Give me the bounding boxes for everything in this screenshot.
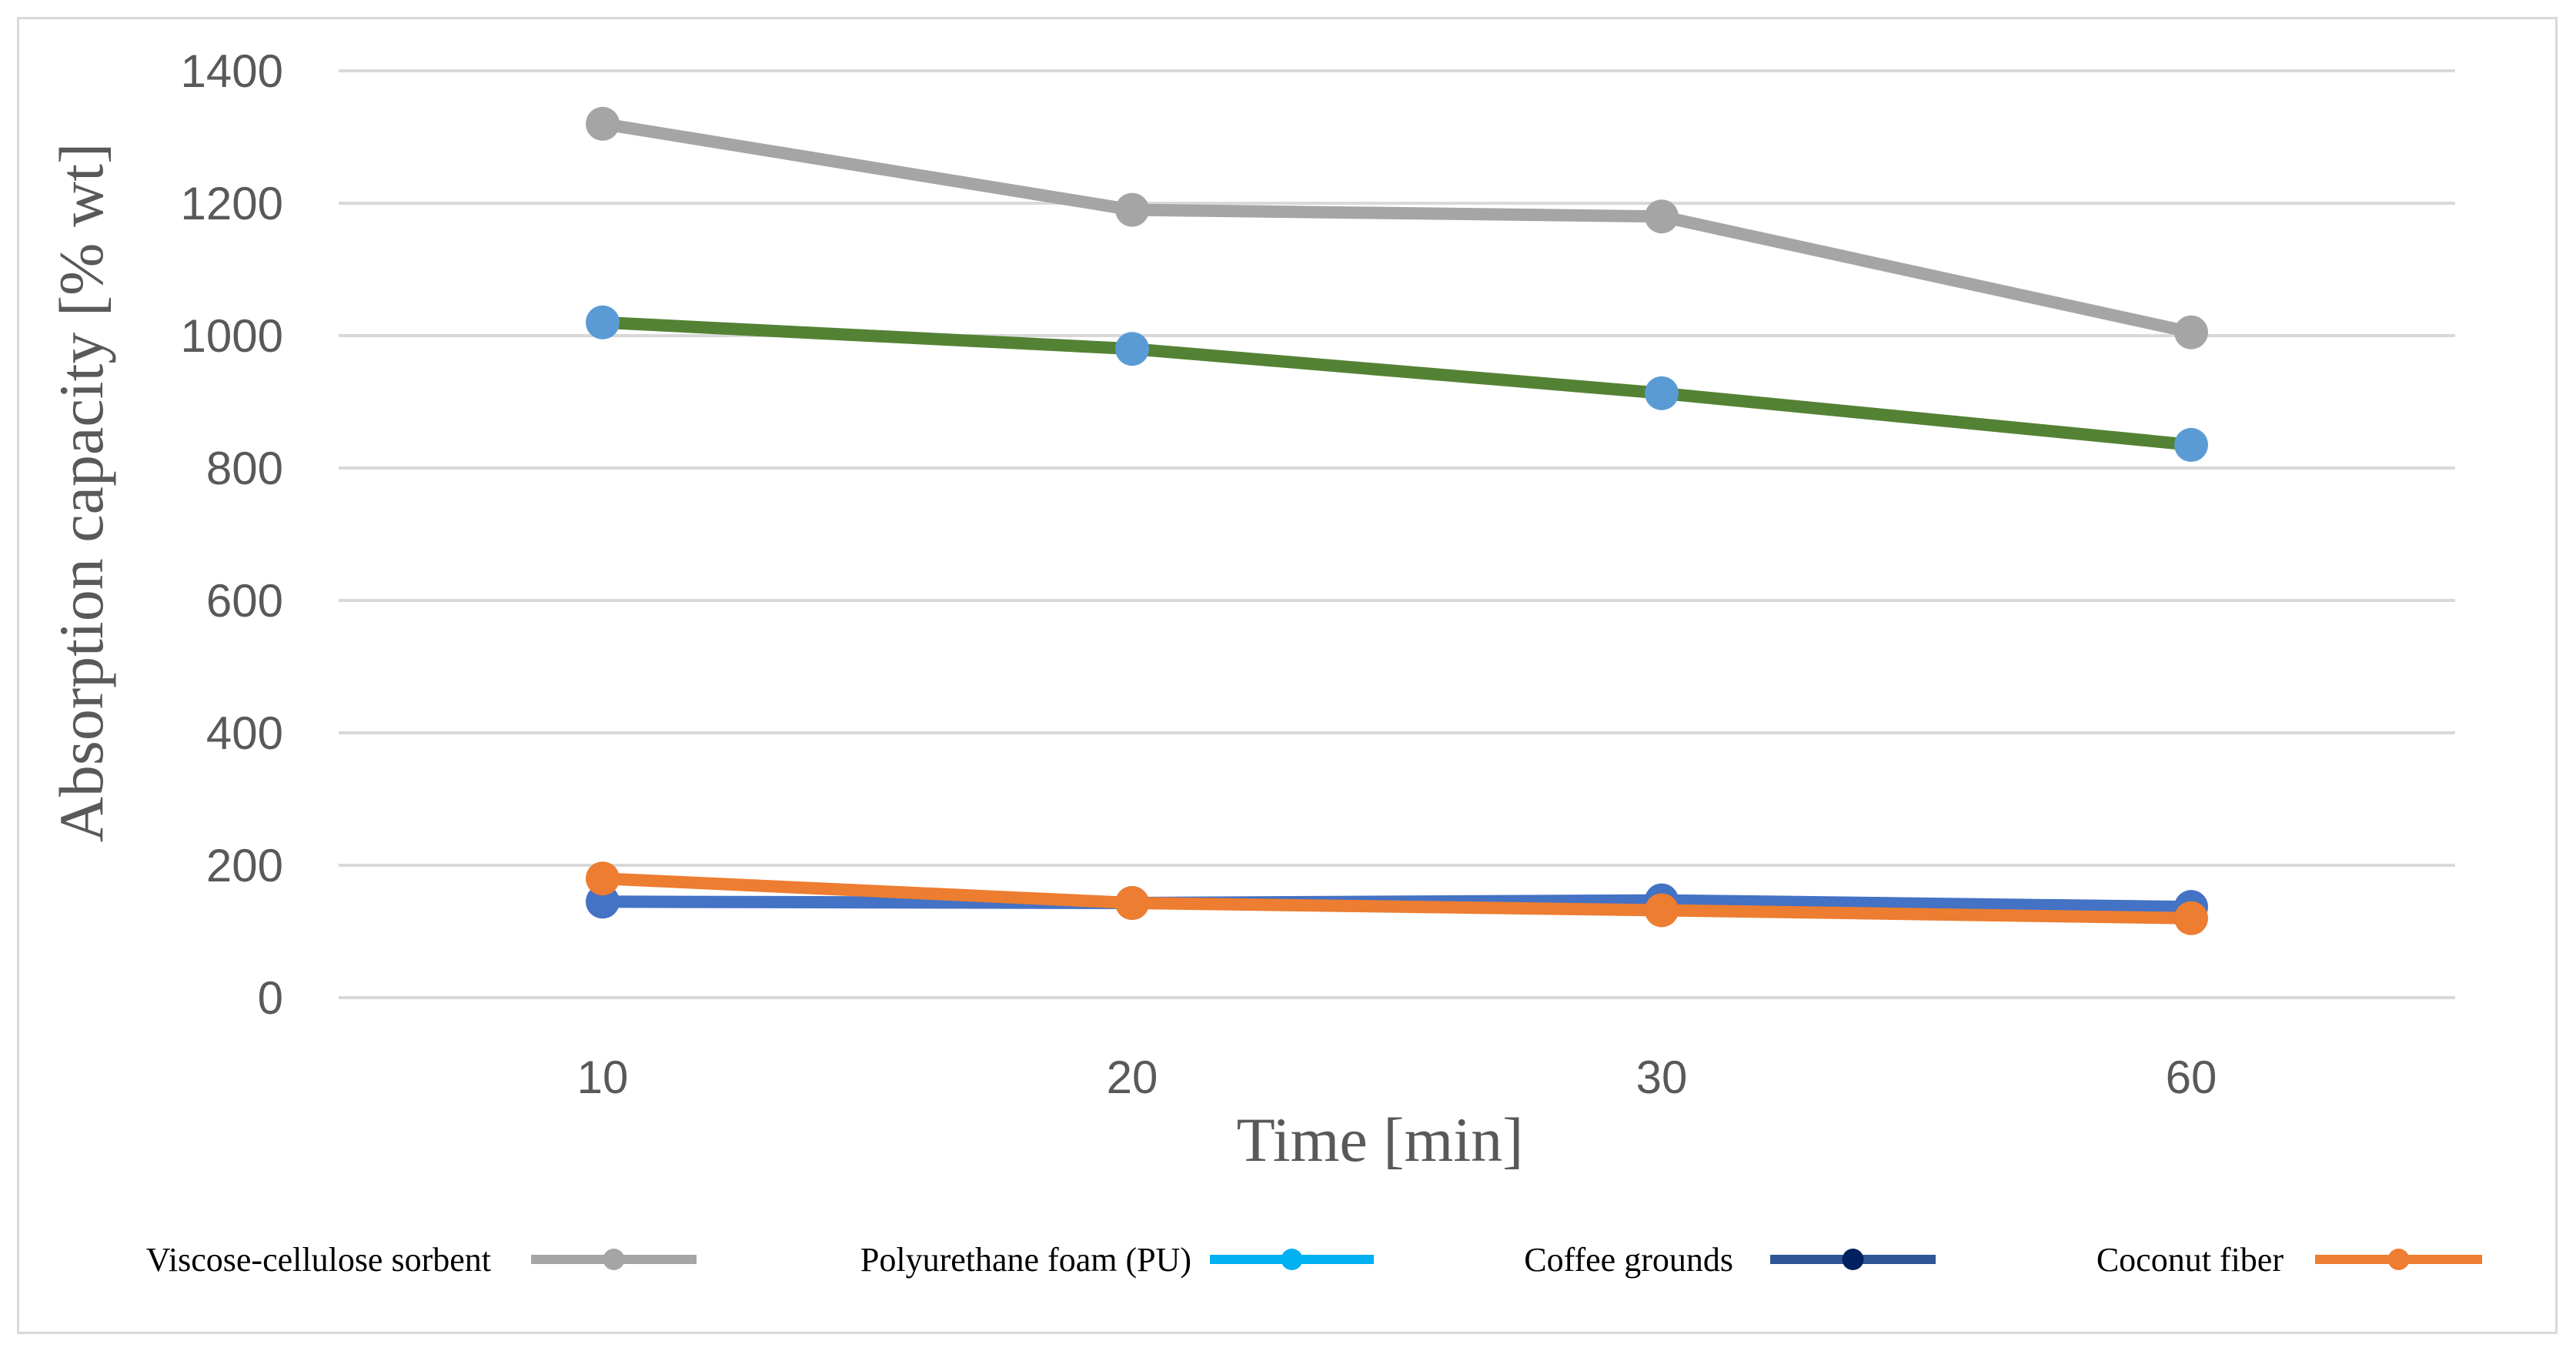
x-axis-ticks: 10 20 30 60 [577, 1052, 2217, 1103]
chart-frame [17, 17, 2558, 1334]
x-tick-label: 10 [577, 1052, 629, 1103]
y-tick-label: 400 [206, 707, 283, 759]
series-viscose-cellulose-sorbent [586, 106, 2208, 349]
data-point [1115, 332, 1149, 366]
legend-marker [1281, 1249, 1303, 1270]
series-line [596, 117, 2197, 339]
legend-label: Coffee grounds [1524, 1241, 1733, 1279]
y-tick-label: 1400 [181, 45, 283, 97]
legend-label: Viscose-cellulose sorbent [146, 1241, 491, 1279]
legend-item: Polyurethane foam (PU) [860, 1241, 1374, 1279]
y-tick-label: 600 [206, 575, 283, 627]
legend-label: Polyurethane foam (PU) [860, 1241, 1191, 1279]
legend-item: Coconut fiber [2097, 1241, 2482, 1279]
series-polyurethane-foam-pu [586, 305, 2208, 462]
legend-marker [1842, 1249, 1864, 1270]
y-tick-label: 800 [206, 443, 283, 494]
x-tick-label: 20 [1107, 1052, 1158, 1103]
x-tick-label: 30 [1636, 1052, 1688, 1103]
data-point [1645, 893, 1679, 928]
y-tick-label: 1000 [181, 310, 283, 362]
gridlines [339, 69, 2455, 999]
x-axis-title: Time [min] [1237, 1105, 1524, 1175]
data-point [1115, 192, 1149, 227]
legend-item: Viscose-cellulose sorbent [146, 1241, 697, 1279]
y-tick-label: 0 [258, 972, 283, 1024]
y-tick-label: 1200 [181, 178, 283, 229]
data-point [586, 861, 620, 896]
series-lines [586, 106, 2208, 935]
data-point [2174, 901, 2208, 935]
data-point [1645, 199, 1679, 234]
data-point [586, 885, 620, 919]
series-line [596, 316, 2197, 451]
y-tick-label: 200 [206, 840, 283, 891]
series-line [596, 872, 2197, 925]
y-axis-ticks: 0 200 400 600 800 1000 1200 1400 [181, 45, 283, 1024]
legend-label: Coconut fiber [2097, 1241, 2284, 1279]
legend-item: Coffee grounds [1524, 1241, 1936, 1279]
series-coconut-fiber [586, 861, 2208, 935]
data-point [586, 106, 620, 141]
data-point [2174, 427, 2208, 462]
x-tick-label: 60 [2166, 1052, 2217, 1103]
legend-marker [2387, 1249, 2410, 1270]
legend-marker [603, 1249, 625, 1270]
data-point [1115, 886, 1149, 921]
data-point [2174, 315, 2208, 349]
data-point [1645, 376, 1679, 410]
data-point [586, 305, 620, 339]
y-axis-title: Absorption capacity [% wt] [46, 143, 116, 843]
legend: Viscose-cellulose sorbent Polyurethane fo… [146, 1241, 2482, 1279]
